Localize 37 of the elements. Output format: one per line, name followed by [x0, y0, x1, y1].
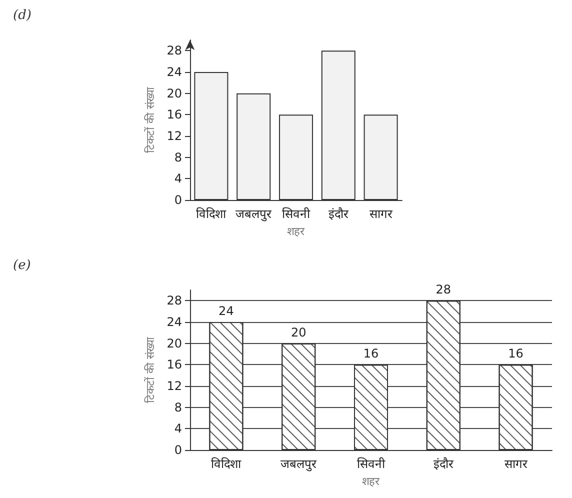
y-tick-label: 8: [174, 150, 182, 164]
text: (e): [13, 258, 31, 273]
x-axis-title: शहर: [362, 475, 380, 488]
data-label: 16: [363, 346, 379, 361]
y-tick-label: 28: [166, 294, 182, 308]
y-tick-label: 16: [166, 108, 182, 122]
y-tick-label: 12: [166, 129, 182, 143]
y-tick-label: 12: [166, 379, 182, 393]
x-tick-label: सिवनी: [357, 457, 386, 471]
y-tick-label: 24: [166, 315, 182, 329]
x-axis-title: शहर: [287, 225, 305, 238]
y-tick-label: 0: [174, 193, 182, 207]
x-tick-label: विदिशा: [211, 457, 242, 471]
x-tick-label: जबलपुर: [280, 457, 318, 472]
x-tick-label: विदिशा: [196, 207, 228, 221]
data-label: 16: [508, 346, 524, 361]
x-tick-label: सागर: [504, 457, 528, 471]
x-tick-label: इंदौर: [433, 457, 454, 471]
y-tick-label: 4: [174, 172, 182, 186]
text: (d): [13, 8, 32, 23]
data-label: 28: [436, 282, 452, 297]
y-tick-label: 4: [174, 422, 182, 436]
y-tick-label: 20: [166, 336, 182, 350]
x-tick-label: इंदौर: [328, 207, 350, 221]
y-tick-label: 16: [166, 358, 182, 372]
data-label: 20: [290, 325, 306, 340]
y-tick-label: 20: [166, 86, 182, 100]
x-tick-label: सिवनी: [282, 207, 311, 221]
y-tick-label: 28: [166, 44, 182, 58]
y-tick-label: 24: [166, 65, 182, 79]
x-tick-label: सागर: [369, 207, 394, 221]
data-label: 24: [218, 304, 234, 318]
y-axis-title: टिकटों की संख्या: [144, 87, 157, 153]
y-tick-label: 8: [174, 400, 182, 414]
x-tick-label: जबलपुर: [236, 207, 273, 222]
y-axis-title: टिकटों की संख्या: [144, 337, 157, 403]
y-tick-label: 0: [174, 443, 182, 457]
